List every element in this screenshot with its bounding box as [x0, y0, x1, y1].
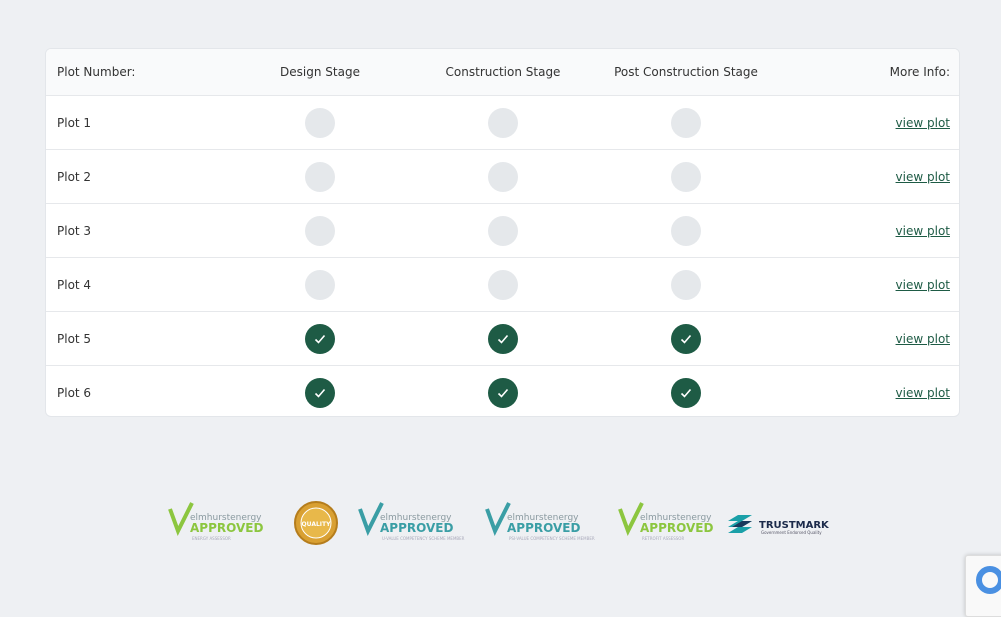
- stage-pending: [305, 215, 335, 246]
- stage-pending: [671, 269, 701, 300]
- stage-complete: [671, 377, 701, 408]
- stage-complete: [488, 323, 518, 354]
- stage-pending: [305, 161, 335, 192]
- link-cell: view plot: [896, 150, 950, 203]
- stage-pending: [671, 161, 701, 192]
- logo-caption: U-VALUE COMPETENCY SCHEME MEMBER: [382, 536, 465, 541]
- stage-cell: [403, 204, 603, 257]
- stage-pending: [488, 215, 518, 246]
- quality-text: QUALITY: [302, 521, 332, 528]
- stage-pending: [305, 269, 335, 300]
- plot-name: Plot 5: [57, 331, 92, 346]
- stage-pending: [671, 107, 701, 138]
- logo-check: [618, 502, 644, 537]
- stage-cell: [586, 150, 786, 203]
- view-plot-link[interactable]: view plot: [895, 331, 950, 346]
- header-cell: Construction Stage: [445, 65, 561, 79]
- check-icon: [314, 388, 326, 398]
- table-row: Plot 5 view plot: [46, 311, 959, 365]
- quality-seal-inner: [300, 507, 332, 539]
- page: Plot Number: Design Stage Construction Sta…: [45, 48, 1001, 617]
- view-plot-link[interactable]: view plot: [895, 169, 950, 184]
- trustmark-caption: Government Endorsed Quality: [761, 530, 822, 535]
- stage-cell: [403, 96, 603, 149]
- logo-check: [168, 502, 194, 537]
- plots-table: Plot Number: Design Stage Construction Sta…: [45, 48, 960, 417]
- stage-cell: [586, 312, 786, 365]
- stage-cell: [220, 204, 420, 257]
- stage-pending: [305, 107, 335, 138]
- stage-cell: [586, 258, 786, 311]
- logo-badge: APPROVED: [190, 521, 263, 535]
- stage-pending: [671, 215, 701, 246]
- table-row: Plot 1 view plot: [46, 95, 959, 149]
- stage-cell: [586, 204, 786, 257]
- stage-cell: [220, 96, 420, 149]
- stage-complete: [671, 323, 701, 354]
- stage-cell: [403, 312, 603, 365]
- logo-brand: elmhurstenergy: [380, 513, 452, 523]
- header-cell: Plot Number:: [57, 65, 136, 79]
- link-cell: view plot: [896, 204, 950, 257]
- trustmark-text: TRUSTMARK: [759, 520, 830, 531]
- check-icon: [680, 334, 692, 344]
- check-icon: [497, 334, 509, 344]
- logo-badge: APPROVED: [640, 521, 713, 535]
- stage-cell: [220, 312, 420, 365]
- stage-cell: [403, 366, 603, 416]
- link-cell: view plot: [896, 96, 950, 149]
- logo-check: [358, 502, 384, 537]
- stage-pending: [488, 107, 518, 138]
- link-cell: view plot: [896, 312, 950, 365]
- logo-check: [485, 502, 511, 537]
- header-cell: Post Construction Stage: [614, 65, 758, 79]
- stage-cell: [403, 150, 603, 203]
- plot-name: Plot 3: [57, 223, 92, 238]
- view-plot-link[interactable]: view plot: [895, 277, 950, 292]
- stage-cell: [586, 366, 786, 416]
- stage-cell: [586, 96, 786, 149]
- plot-name: Plot 6: [57, 385, 92, 400]
- table-row: Plot 3 view plot: [46, 203, 959, 257]
- stage-cell: [220, 258, 420, 311]
- table-row: Plot 4 view plot: [46, 257, 959, 311]
- stage-pending: [488, 269, 518, 300]
- logo-caption: RETROFIT ASSESSOR: [642, 536, 684, 541]
- logo-caption: ENERGY ASSESSOR: [192, 536, 231, 541]
- logo-badge: APPROVED: [380, 521, 453, 535]
- logo-brand: elmhurstenergy: [190, 513, 262, 523]
- stage-complete: [305, 377, 335, 408]
- recaptcha-icon: [976, 566, 1001, 594]
- stage-complete: [488, 377, 518, 408]
- recaptcha-badge[interactable]: [965, 555, 1001, 617]
- logo-brand: elmhurstenergy: [640, 513, 712, 523]
- plot-name: Plot 4: [57, 277, 92, 292]
- view-plot-link[interactable]: view plot: [895, 115, 950, 130]
- trustmark-icon-dark: [732, 521, 752, 527]
- logo-badge: APPROVED: [507, 521, 580, 535]
- logo-brand: elmhurstenergy: [507, 513, 579, 523]
- check-icon: [680, 388, 692, 398]
- stage-pending: [488, 161, 518, 192]
- stage-cell: [220, 150, 420, 203]
- logo-caption: PSI-VALUE COMPETENCY SCHEME MEMBER: [509, 536, 595, 541]
- plot-name: Plot 1: [57, 115, 92, 130]
- view-plot-link[interactable]: view plot: [895, 223, 950, 238]
- stage-cell: [220, 366, 420, 416]
- link-cell: view plot: [895, 366, 950, 416]
- plot-name: Plot 2: [57, 169, 92, 184]
- stage-complete: [305, 323, 335, 354]
- header-cell: Design Stage: [280, 65, 360, 79]
- view-plot-link[interactable]: view plot: [895, 385, 950, 400]
- stage-cell: [403, 258, 603, 311]
- header-cell: More Info:: [889, 65, 950, 79]
- table-header: Plot Number: Design Stage Construction Sta…: [46, 49, 959, 95]
- check-icon: [314, 334, 326, 344]
- link-cell: view plot: [896, 258, 950, 311]
- table-row: Plot 6 view plot: [46, 365, 959, 416]
- check-icon: [497, 388, 509, 398]
- table-row: Plot 2 view plot: [46, 149, 959, 203]
